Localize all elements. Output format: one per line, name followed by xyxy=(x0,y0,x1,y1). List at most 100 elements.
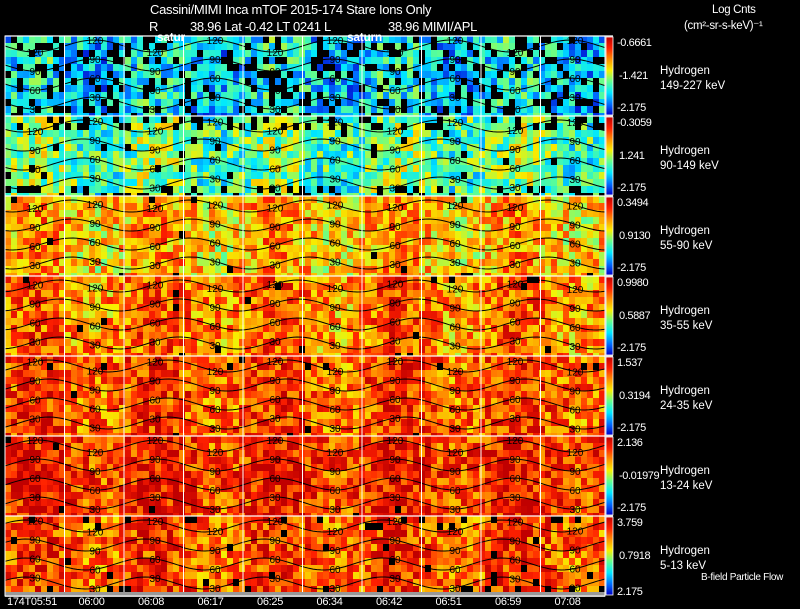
heatmap-cell xyxy=(77,266,83,273)
heatmap-cell xyxy=(533,92,539,99)
heatmap-cell xyxy=(11,92,17,99)
heatmap-cell xyxy=(311,130,317,137)
heatmap-cell xyxy=(527,273,533,276)
heatmap-cell xyxy=(41,353,47,356)
heatmap-cell xyxy=(431,36,437,43)
heatmap-cell xyxy=(491,276,497,283)
heatmap-cell xyxy=(179,85,185,92)
heatmap-cell xyxy=(443,297,449,304)
heatmap-cell xyxy=(551,238,557,245)
heatmap-cell xyxy=(491,179,497,186)
heatmap-cell xyxy=(581,85,587,92)
heatmap-cell xyxy=(65,245,71,252)
heatmap-cell xyxy=(425,64,431,71)
heatmap-cell xyxy=(521,144,527,151)
contour-label: 30 xyxy=(89,174,101,185)
contour-label: 30 xyxy=(29,105,41,116)
heatmap-cell xyxy=(341,123,347,130)
heatmap-cell xyxy=(125,172,131,179)
heatmap-cell xyxy=(17,116,23,123)
heatmap-cell xyxy=(323,224,329,231)
heatmap-cell xyxy=(143,210,149,217)
heatmap-cell xyxy=(521,353,527,356)
heatmap-cell xyxy=(71,311,77,318)
heatmap-cell xyxy=(383,259,389,266)
contour-label: 90 xyxy=(569,220,581,231)
heatmap-cell xyxy=(443,231,449,238)
heatmap-cell xyxy=(335,113,341,116)
heatmap-cell xyxy=(101,304,107,311)
heatmap-cell xyxy=(551,332,557,339)
heatmap-cell xyxy=(137,238,143,245)
heatmap-cell xyxy=(515,193,521,196)
heatmap-cell xyxy=(383,224,389,231)
heatmap-cell xyxy=(101,137,107,144)
heatmap-cell xyxy=(197,203,203,210)
heatmap-cell xyxy=(497,50,503,57)
heatmap-cell xyxy=(5,71,11,78)
heatmap-cell xyxy=(455,99,461,106)
contour-label: 90 xyxy=(389,222,401,233)
heatmap-cell xyxy=(239,231,245,238)
heatmap-cell xyxy=(569,92,575,99)
heatmap-cell xyxy=(503,116,509,123)
heatmap-cell xyxy=(383,252,389,259)
heatmap-cell xyxy=(281,346,287,353)
heatmap-cell xyxy=(347,123,353,130)
heatmap-cell xyxy=(335,172,341,179)
heatmap-cell xyxy=(71,339,77,346)
heatmap-cell xyxy=(173,137,179,144)
heatmap-cell xyxy=(377,217,383,224)
heatmap-cell xyxy=(11,186,17,193)
heatmap-cell xyxy=(449,151,455,158)
heatmap-cell xyxy=(89,64,95,71)
heatmap-cell xyxy=(383,144,389,151)
heatmap-cell xyxy=(23,113,29,116)
heatmap-cell xyxy=(305,318,311,325)
heatmap-cell xyxy=(479,273,485,276)
heatmap-cell xyxy=(263,290,269,297)
heatmap-cell xyxy=(395,106,401,113)
heatmap-cell xyxy=(155,144,161,151)
heatmap-cell xyxy=(575,210,581,217)
heatmap-cell xyxy=(563,186,569,193)
heatmap-cell xyxy=(425,158,431,165)
heatmap-cell xyxy=(95,186,101,193)
heatmap-cell xyxy=(503,231,509,238)
heatmap-cell xyxy=(401,116,407,123)
heatmap-cell xyxy=(113,186,119,193)
heatmap-cell xyxy=(89,332,95,339)
heatmap-cell xyxy=(59,297,65,304)
heatmap-cell xyxy=(11,231,17,238)
heatmap-cell xyxy=(575,123,581,130)
heatmap-cell xyxy=(593,158,599,165)
heatmap-cell xyxy=(113,266,119,273)
heatmap-cell xyxy=(479,106,485,113)
heatmap-cell xyxy=(335,339,341,346)
heatmap-cell xyxy=(209,332,215,339)
heatmap-cell xyxy=(53,43,59,50)
contour-label: 60 xyxy=(89,74,101,85)
heatmap-cell xyxy=(209,259,215,266)
heatmap-cell xyxy=(407,332,413,339)
heatmap-cell xyxy=(215,196,221,203)
contour-label: 120 xyxy=(147,204,164,215)
heatmap-cell xyxy=(197,210,203,217)
heatmap-cell xyxy=(353,353,359,356)
heatmap-cell xyxy=(191,196,197,203)
heatmap-cell xyxy=(581,259,587,266)
heatmap-cell xyxy=(137,57,143,64)
heatmap-cell xyxy=(245,346,251,353)
heatmap-cell xyxy=(251,144,257,151)
heatmap-cell xyxy=(587,273,593,276)
heatmap-cell xyxy=(11,276,17,283)
heatmap-cell xyxy=(5,57,11,64)
heatmap-cell xyxy=(185,116,191,123)
heatmap-cell xyxy=(467,346,473,353)
heatmap-cell xyxy=(371,57,377,64)
heatmap-cell xyxy=(35,193,41,196)
heatmap-cell xyxy=(353,311,359,318)
heatmap-cell xyxy=(191,238,197,245)
heatmap-cell xyxy=(203,92,209,99)
heatmap-cell xyxy=(521,273,527,276)
